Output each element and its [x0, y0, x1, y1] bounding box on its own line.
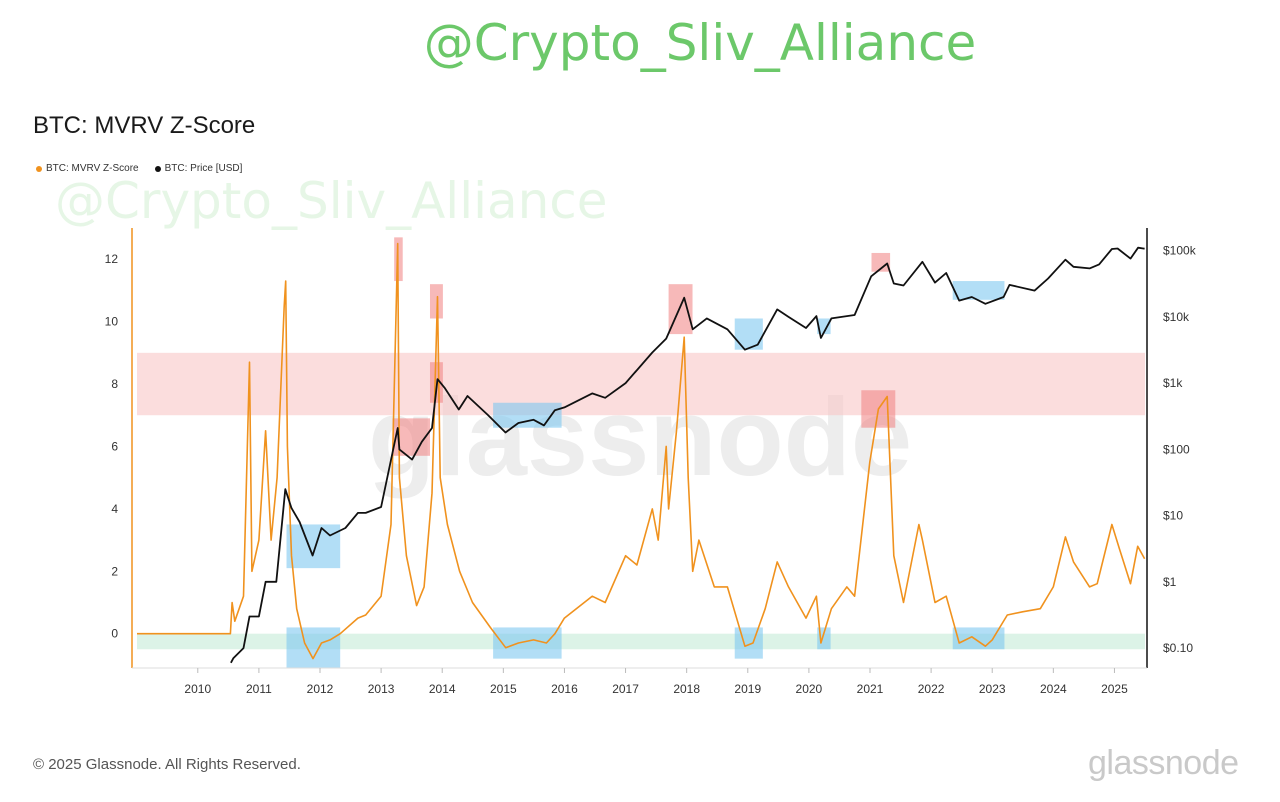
y-left-tick-label: 8: [111, 377, 118, 391]
bottom-highlight-box: [952, 281, 1005, 300]
legend-item-price[interactable]: BTC: Price [USD]: [154, 163, 243, 174]
top-highlight-box: [871, 252, 891, 272]
axes-layer: 0 2 4 6 8 10 12 $0.10 $1 $10 $100 $1k $10k $100k 2010 2…: [105, 228, 1197, 696]
x-tick-label: 2018: [673, 682, 700, 696]
y-left-tick-label: 12: [105, 252, 119, 266]
x-tick-label: 2012: [307, 682, 334, 696]
chart-legend: BTC: MVRV Z-Score BTC: Price [USD]: [36, 163, 242, 174]
x-tick-label: 2016: [551, 682, 578, 696]
x-tick-label: 2011: [246, 682, 272, 696]
y-right-tick-label: $0.10: [1163, 641, 1193, 655]
y-left-tick-label: 0: [111, 627, 118, 641]
chart-title: BTC: MVRV Z-Score: [33, 112, 256, 139]
watermark-text: @Crypto_Sliv_Alliance: [423, 14, 977, 72]
legend-label-zscore: BTC: MVRV Z-Score: [46, 163, 139, 174]
x-tick-label: 2014: [429, 682, 456, 696]
y-right-tick-label: $1: [1163, 575, 1177, 589]
top-zone-band: [137, 352, 1145, 416]
y-right-tick-label: $100k: [1163, 244, 1197, 258]
legend-label-price: BTC: Price [USD]: [164, 163, 243, 174]
price-line: [230, 246, 1145, 664]
y-right-tick-label: $10k: [1163, 310, 1190, 324]
bottom-highlight-box: [734, 318, 763, 350]
x-tick-label: 2017: [612, 682, 639, 696]
watermark-faint-text: @Crypto_Sliv_Alliance: [55, 172, 608, 230]
legend-swatch-price: [154, 165, 161, 172]
x-tick-label: 2020: [796, 682, 823, 696]
y-left-tick-label: 4: [111, 502, 118, 516]
y-left-tick-label: 10: [105, 315, 119, 329]
y-left-tick-label: 2: [111, 564, 118, 578]
legend-item-zscore[interactable]: BTC: MVRV Z-Score: [36, 163, 139, 174]
x-tick-label: 2019: [734, 682, 761, 696]
bottom-highlight-box: [286, 627, 341, 668]
x-tick-label: 2021: [857, 682, 884, 696]
y-right-tick-label: $10: [1163, 509, 1183, 523]
y-right-tick-label: $100: [1163, 442, 1190, 456]
footer-copyright: © 2025 Glassnode. All Rights Reserved.: [33, 756, 301, 773]
y-right-tick-label: $1k: [1163, 376, 1183, 390]
bottom-zone-band: [137, 633, 1145, 650]
bottom-highlight-box: [817, 318, 831, 335]
x-tick-label: 2024: [1040, 682, 1067, 696]
x-tick-label: 2025: [1101, 682, 1128, 696]
x-tick-label: 2022: [918, 682, 945, 696]
legend-swatch-zscore: [36, 165, 42, 172]
y-left-tick-label: 6: [111, 439, 118, 453]
zscore-line: [137, 242, 1146, 660]
zones-layer: [137, 352, 1145, 650]
bottom-highlight-box: [493, 627, 562, 659]
x-tick-label: 2015: [490, 682, 517, 696]
x-tick-label: 2010: [184, 682, 211, 696]
bottom-highlight-box: [286, 524, 341, 569]
x-tick-label: 2013: [368, 682, 395, 696]
top-highlight-box: [429, 284, 443, 319]
bottom-highlight-box: [734, 627, 763, 659]
x-tick-label: 2023: [979, 682, 1006, 696]
footer-brand-logo: glassnode: [1088, 744, 1239, 782]
bottom-highlight-box: [952, 627, 1005, 650]
